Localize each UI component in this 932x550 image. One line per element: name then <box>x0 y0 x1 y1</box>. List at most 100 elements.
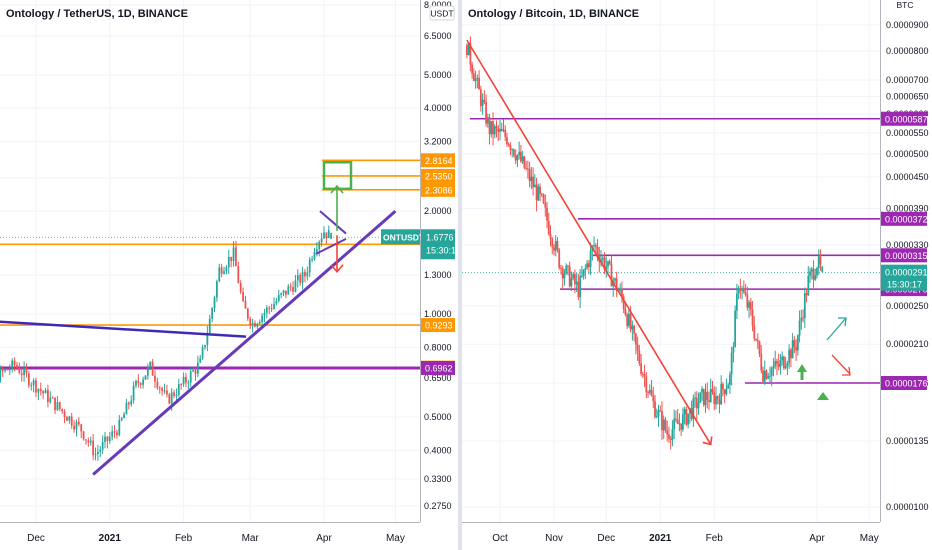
right-candle-body <box>676 419 679 424</box>
right-candle-body <box>573 274 576 285</box>
right-y-tick-label: 0.0000500 <box>886 149 929 159</box>
left-candle-body <box>63 411 66 418</box>
right-candle <box>659 405 662 412</box>
left-time-axis[interactable]: Dec 2021 Feb Mar Apr May <box>27 533 405 544</box>
right-candle-body <box>537 186 540 201</box>
right-candle <box>603 252 606 275</box>
right-candle <box>735 283 738 320</box>
right-candle-body <box>607 261 609 267</box>
left-price-label: 2.3086 <box>425 185 453 195</box>
right-candle-body <box>812 268 815 280</box>
right-candle-body <box>795 346 797 351</box>
left-currency-badge[interactable] <box>429 5 455 21</box>
left-candle-body <box>320 238 323 242</box>
left-candle <box>68 415 71 424</box>
right-plot-area[interactable] <box>462 0 880 522</box>
right-candle-body <box>779 360 782 367</box>
left-candle <box>227 249 230 274</box>
right-candle <box>683 406 686 425</box>
left-candle <box>185 372 187 387</box>
left-candle <box>239 280 242 295</box>
left-price-label-bg <box>421 168 455 183</box>
left-price-label: 2.8164 <box>425 156 453 166</box>
right-candle-body <box>661 411 663 431</box>
left-candle-body <box>211 308 214 319</box>
right-candle <box>786 360 789 376</box>
left-candle <box>75 419 78 437</box>
right-price-label: 0.0000176 <box>885 378 928 388</box>
right-candle <box>687 413 690 429</box>
right-candle <box>661 401 663 440</box>
left-candle-body <box>37 388 40 393</box>
right-candle <box>802 309 804 323</box>
right-candle-body <box>730 352 733 375</box>
left-candle-body <box>70 416 73 426</box>
right-candle <box>549 225 552 247</box>
right-candle <box>502 119 505 133</box>
right-candle <box>641 371 644 378</box>
right-candle <box>769 366 771 383</box>
left-candle-body <box>306 272 309 277</box>
left-candle <box>18 362 21 375</box>
right-candle <box>526 160 529 179</box>
left-chart-panel[interactable]: Ontology / TetherUS, 1D, BINANCE 8.0000 6… <box>0 0 461 544</box>
left-candle-body <box>49 397 52 403</box>
left-candle-body <box>16 365 18 369</box>
right-candle <box>680 423 683 437</box>
left-candle <box>213 295 216 312</box>
right-candle-body <box>796 335 799 351</box>
right-candle-body <box>716 396 719 400</box>
left-candle <box>120 416 123 422</box>
right-candle <box>711 381 714 395</box>
right-candle-body <box>802 317 804 319</box>
left-gridlines <box>0 0 420 522</box>
right-drawings <box>462 39 880 446</box>
left-candle-body <box>173 392 175 396</box>
left-candle-body <box>1 368 4 372</box>
right-candle-body <box>549 233 552 239</box>
right-candle-body <box>634 333 637 345</box>
left-candle-body <box>23 368 25 376</box>
left-candle-body <box>99 449 102 452</box>
left-candle <box>194 367 197 381</box>
right-chart-panel[interactable]: Ontology / Bitcoin, 1D, BINANCE BTC 0.00… <box>462 0 929 544</box>
left-candle <box>142 376 145 389</box>
left-candle <box>223 266 225 275</box>
right-candle-body <box>499 128 501 132</box>
right-candle <box>669 436 672 450</box>
right-candle-body <box>575 281 578 285</box>
right-candle <box>749 297 752 316</box>
left-price-label-bg <box>421 360 455 375</box>
left-candle <box>292 281 294 295</box>
right-candle <box>553 243 555 256</box>
right-candle <box>631 320 634 341</box>
left-candle <box>127 401 130 410</box>
right-candle-body <box>814 275 817 280</box>
right-candle <box>540 192 543 198</box>
left-candle-body <box>296 275 299 281</box>
panel-divider[interactable] <box>458 0 462 550</box>
left-candle-body <box>156 381 159 388</box>
left-candle-body <box>206 332 209 346</box>
right-time-axis[interactable]: Oct Nov Dec 2021 Feb Apr May <box>492 533 878 544</box>
left-price-label: 0.9293 <box>425 321 453 331</box>
projection-down-arrow-shaft <box>831 354 851 375</box>
right-candle-body <box>568 266 571 287</box>
right-candle-body <box>546 207 548 221</box>
right-last-price-tag: 0.0000291 15:30:17 <box>881 264 928 291</box>
left-plot-area[interactable] <box>0 0 420 522</box>
left-x-tick-label: Feb <box>175 533 193 544</box>
right-candle-body <box>664 419 667 431</box>
left-candle-body <box>54 397 56 410</box>
left-candle-body <box>47 389 49 403</box>
left-candle <box>282 290 285 297</box>
left-candle-body <box>142 379 145 385</box>
right-candle <box>762 366 764 384</box>
left-candle-body <box>151 361 154 376</box>
right-candle <box>760 344 763 374</box>
right-candle-body <box>553 247 555 251</box>
left-candle <box>273 297 275 310</box>
right-candle <box>490 121 493 138</box>
right-candle-body <box>629 313 632 330</box>
left-x-tick-label: Apr <box>316 533 332 544</box>
